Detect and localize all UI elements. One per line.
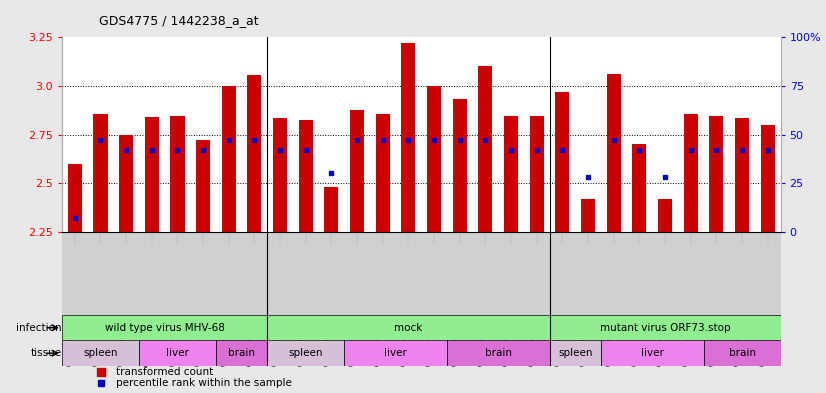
Bar: [710, 116, 724, 232]
Bar: [247, 75, 262, 232]
Bar: [606, 74, 621, 232]
Bar: [216, 340, 268, 366]
Bar: [658, 199, 672, 232]
Bar: [633, 144, 647, 232]
Bar: [581, 199, 596, 232]
Text: liver: liver: [384, 348, 407, 358]
Bar: [268, 315, 549, 340]
Bar: [427, 86, 441, 232]
Text: liver: liver: [641, 348, 663, 358]
Bar: [119, 134, 133, 232]
Bar: [401, 43, 415, 232]
Bar: [344, 340, 447, 366]
Text: brain: brain: [485, 348, 512, 358]
Text: transformed count: transformed count: [116, 367, 213, 377]
Bar: [170, 116, 184, 232]
Bar: [350, 110, 364, 232]
Text: GDS4775 / 1442238_a_at: GDS4775 / 1442238_a_at: [99, 15, 259, 28]
Bar: [68, 163, 82, 232]
Bar: [529, 116, 544, 232]
Text: brain: brain: [228, 348, 255, 358]
Bar: [549, 340, 601, 366]
Bar: [684, 114, 698, 232]
Text: percentile rank within the sample: percentile rank within the sample: [116, 378, 292, 388]
Text: spleen: spleen: [288, 348, 323, 358]
Text: mock: mock: [394, 323, 423, 333]
Text: liver: liver: [166, 348, 189, 358]
Bar: [139, 340, 216, 366]
Bar: [299, 120, 313, 232]
Bar: [504, 116, 518, 232]
Bar: [704, 340, 781, 366]
Bar: [268, 340, 344, 366]
Bar: [555, 92, 569, 232]
Bar: [478, 66, 492, 232]
Text: brain: brain: [729, 348, 756, 358]
Bar: [145, 117, 159, 232]
Text: wild type virus MHV-68: wild type virus MHV-68: [105, 323, 225, 333]
Bar: [93, 114, 107, 232]
Bar: [761, 125, 775, 232]
Bar: [273, 118, 287, 232]
Bar: [453, 99, 467, 232]
Bar: [601, 340, 704, 366]
Text: mutant virus ORF73.stop: mutant virus ORF73.stop: [600, 323, 730, 333]
Text: spleen: spleen: [558, 348, 592, 358]
Bar: [221, 86, 236, 232]
Bar: [549, 315, 781, 340]
Text: infection: infection: [16, 323, 61, 333]
Bar: [196, 140, 210, 232]
Bar: [447, 340, 549, 366]
Bar: [62, 340, 139, 366]
Bar: [376, 114, 390, 232]
Bar: [62, 315, 268, 340]
Text: spleen: spleen: [83, 348, 117, 358]
Bar: [325, 187, 339, 232]
Bar: [735, 118, 749, 232]
Text: tissue: tissue: [31, 348, 61, 358]
